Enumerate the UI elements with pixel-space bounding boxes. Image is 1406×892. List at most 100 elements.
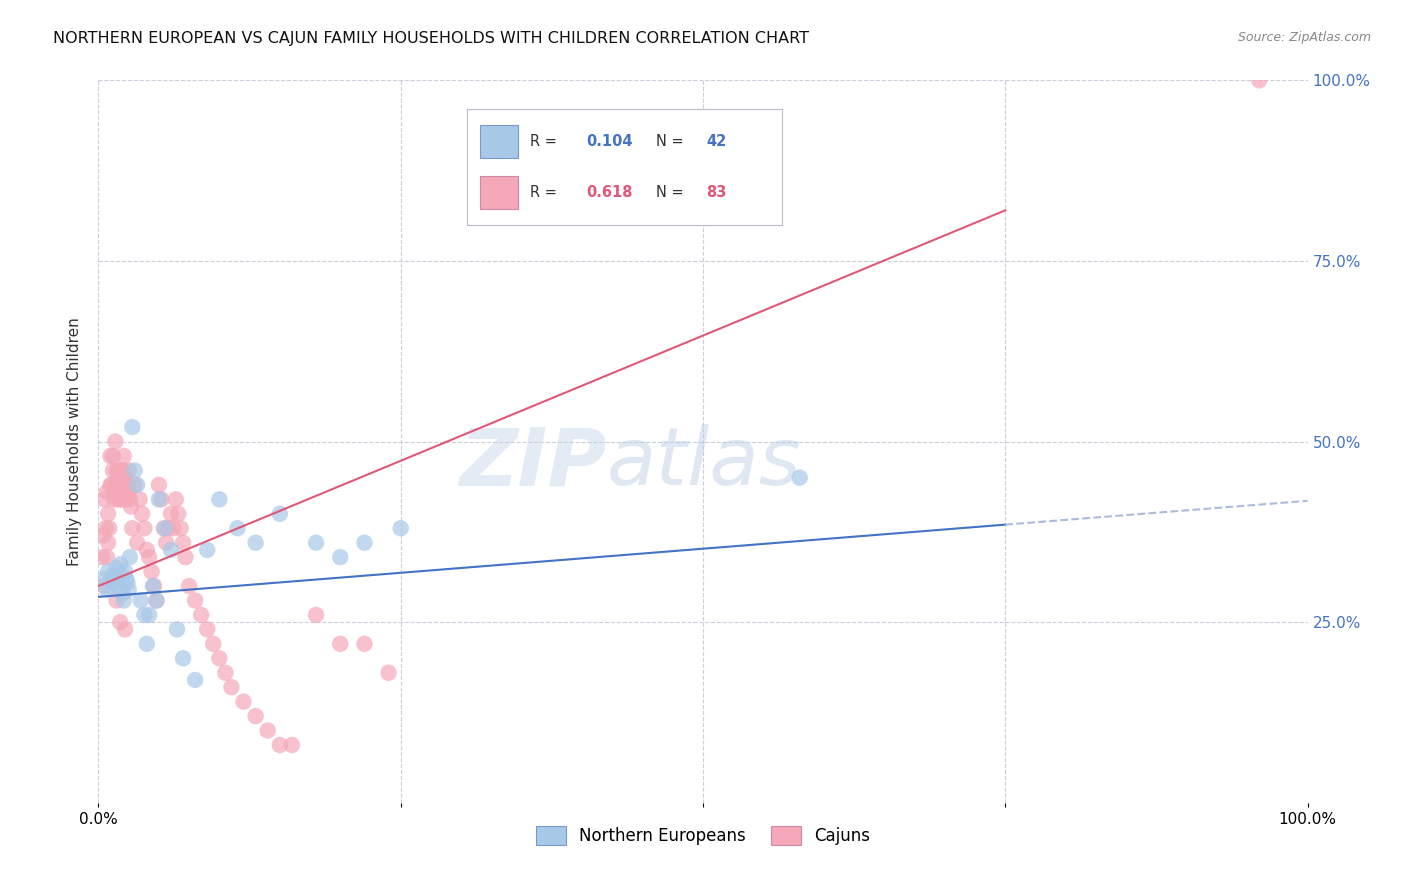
Point — [111, 463, 134, 477]
Point — [138, 607, 160, 622]
Point — [135, 542, 157, 557]
Point — [100, 579, 122, 593]
Point — [108, 492, 131, 507]
Point — [93, 492, 115, 507]
Point — [143, 579, 166, 593]
Point — [1249, 73, 1271, 87]
Point — [184, 673, 207, 687]
Point — [114, 623, 136, 637]
Point — [112, 478, 135, 492]
Point — [142, 579, 165, 593]
Point — [145, 593, 167, 607]
Point — [110, 478, 132, 492]
Point — [121, 420, 143, 434]
Point — [111, 586, 134, 600]
Point — [96, 582, 118, 597]
Text: Source: ZipAtlas.com: Source: ZipAtlas.com — [1237, 31, 1371, 45]
Point — [118, 463, 141, 477]
Point — [100, 478, 122, 492]
Point — [107, 470, 129, 484]
Legend: Northern Europeans, Cajuns: Northern Europeans, Cajuns — [536, 826, 870, 845]
Point — [108, 463, 131, 477]
Point — [91, 550, 114, 565]
Point — [128, 492, 150, 507]
Point — [157, 521, 180, 535]
Point — [138, 550, 160, 565]
Point — [190, 607, 212, 622]
Point — [115, 572, 138, 586]
Point — [169, 521, 191, 535]
Point — [245, 709, 267, 723]
Point — [97, 535, 120, 549]
Point — [114, 565, 136, 579]
Point — [195, 623, 218, 637]
Point — [195, 542, 218, 557]
Point — [127, 478, 149, 492]
Point — [208, 492, 231, 507]
Point — [108, 615, 131, 630]
Point — [172, 535, 194, 549]
Point — [150, 492, 173, 507]
Point — [97, 565, 120, 579]
Point — [281, 738, 304, 752]
Point — [100, 478, 122, 492]
Point — [101, 449, 124, 463]
Point — [377, 665, 399, 680]
Point — [148, 492, 170, 507]
Point — [96, 485, 118, 500]
Point — [100, 449, 122, 463]
Point — [167, 507, 190, 521]
Point — [105, 561, 128, 575]
Point — [121, 521, 143, 535]
Point — [389, 521, 412, 535]
Point — [105, 463, 128, 477]
Point — [127, 535, 149, 549]
Point — [93, 572, 115, 586]
Point — [129, 593, 152, 607]
Point — [134, 607, 156, 622]
Point — [91, 528, 114, 542]
Point — [101, 568, 124, 582]
Point — [104, 478, 127, 492]
Point — [117, 575, 139, 590]
Point — [165, 492, 187, 507]
Point — [93, 579, 115, 593]
Point — [112, 449, 135, 463]
Point — [162, 521, 184, 535]
Point — [789, 470, 811, 484]
Point — [108, 579, 131, 593]
Point — [134, 521, 156, 535]
Point — [108, 558, 131, 572]
Point — [118, 492, 141, 507]
Point — [160, 507, 183, 521]
Point — [105, 593, 128, 607]
Point — [124, 463, 146, 477]
Point — [329, 637, 352, 651]
Point — [145, 593, 167, 607]
Text: NORTHERN EUROPEAN VS CAJUN FAMILY HOUSEHOLDS WITH CHILDREN CORRELATION CHART: NORTHERN EUROPEAN VS CAJUN FAMILY HOUSEH… — [53, 31, 810, 46]
Point — [269, 507, 291, 521]
Point — [94, 521, 117, 535]
Point — [118, 485, 141, 500]
Point — [245, 535, 267, 549]
Point — [172, 651, 194, 665]
Point — [135, 637, 157, 651]
Point — [166, 623, 188, 637]
Point — [118, 550, 141, 565]
Point — [305, 607, 328, 622]
Point — [152, 521, 174, 535]
Point — [202, 637, 225, 651]
Point — [107, 492, 129, 507]
Point — [108, 463, 131, 477]
Point — [101, 463, 124, 477]
Point — [353, 535, 375, 549]
Text: ZIP: ZIP — [458, 425, 606, 502]
Point — [184, 593, 207, 607]
Point — [256, 723, 278, 738]
Point — [108, 478, 131, 492]
Point — [131, 507, 153, 521]
Point — [98, 521, 121, 535]
Point — [104, 434, 127, 449]
Point — [96, 550, 118, 565]
Point — [214, 665, 236, 680]
